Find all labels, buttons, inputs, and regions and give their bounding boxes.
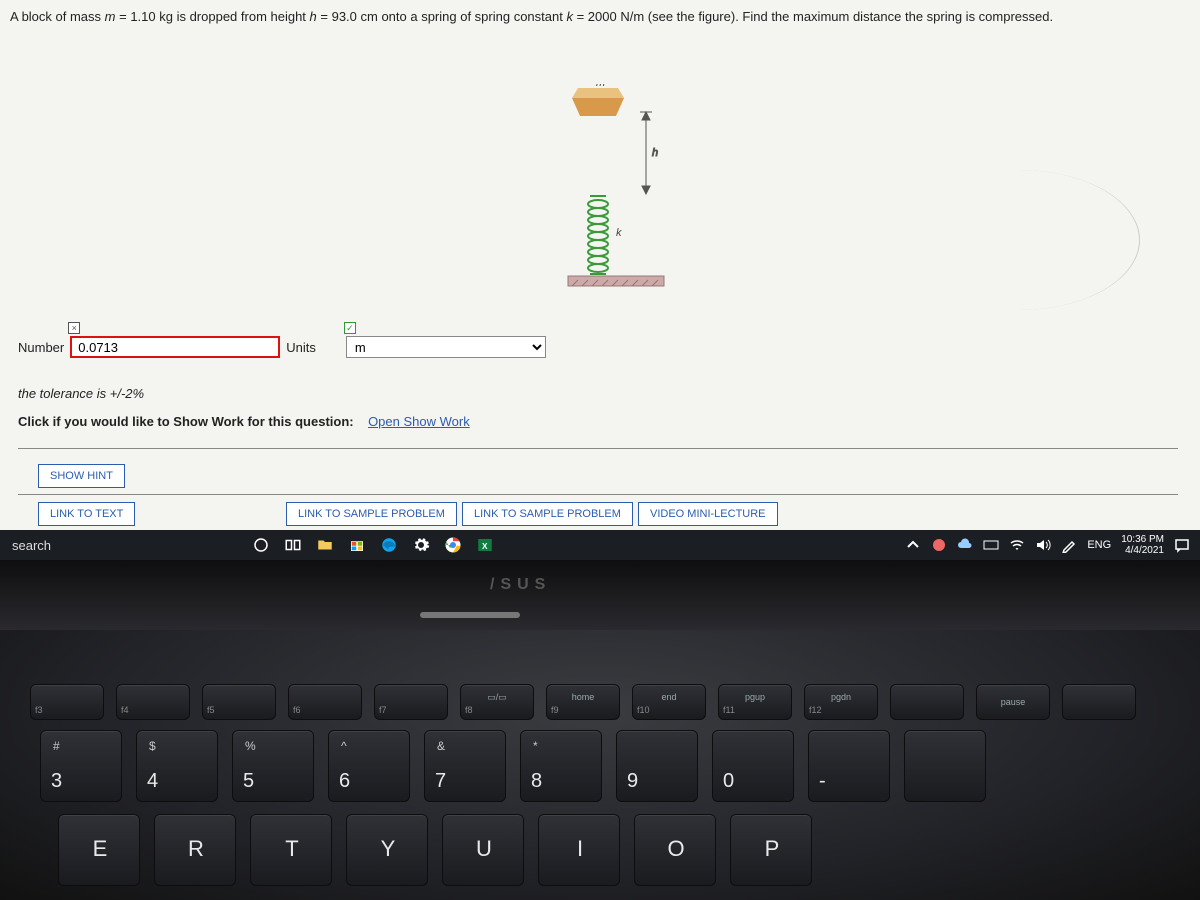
link-sample-problem-2-button[interactable]: LINK TO SAMPLE PROBLEM: [462, 502, 633, 526]
file-explorer-icon[interactable]: [314, 534, 336, 556]
problem-figure: m h: [560, 84, 700, 294]
correct-icon: ✓: [344, 322, 356, 334]
fn-key-f3: f3: [30, 684, 104, 720]
letter-key-R: R: [154, 814, 236, 886]
show-work-prefix: Click if you would like to Show Work for…: [18, 414, 354, 429]
fn-key-f11: pgupf11: [718, 684, 792, 720]
problem-prefix: A block of mass: [10, 9, 105, 24]
wifi-icon[interactable]: [1009, 537, 1025, 553]
fn-key-f10: endf10: [632, 684, 706, 720]
incorrect-icon: ×: [68, 322, 80, 334]
volume-icon[interactable]: [1035, 537, 1051, 553]
block-body: [572, 98, 624, 116]
laptop-bezel: [0, 560, 1200, 630]
settings-gear-icon[interactable]: [410, 534, 432, 556]
problem-seg2: = 93.0 cm onto a spring of spring consta…: [317, 9, 567, 24]
letter-key-I: I: [538, 814, 620, 886]
glare-arc: [1020, 170, 1140, 310]
num-key-5: %5: [232, 730, 314, 802]
figure-h-label: h: [652, 147, 658, 159]
number-input[interactable]: [70, 336, 280, 358]
notification-icon[interactable]: [1174, 537, 1190, 553]
chevron-up-icon[interactable]: [905, 537, 921, 553]
num-key-0: 0: [712, 730, 794, 802]
num-key-6: ^6: [328, 730, 410, 802]
cloud-icon[interactable]: [957, 537, 973, 553]
spring-icon: [588, 196, 608, 274]
laptop-brand: /SUS: [490, 576, 551, 594]
cortana-icon[interactable]: [250, 534, 272, 556]
letter-key-E: E: [58, 814, 140, 886]
security-icon[interactable]: [931, 537, 947, 553]
units-select[interactable]: m: [346, 336, 546, 358]
letter-key-Y: Y: [346, 814, 428, 886]
num-key--: -: [808, 730, 890, 802]
figure-m-label: m: [596, 84, 605, 89]
taskbar-search[interactable]: search: [0, 530, 240, 560]
divider-2: [18, 494, 1178, 495]
keyboard-tray-icon[interactable]: [983, 537, 999, 553]
video-mini-lecture-button[interactable]: VIDEO MINI-LECTURE: [638, 502, 778, 526]
h-symbol: h: [310, 9, 317, 24]
question-content: A block of mass m = 1.10 kg is dropped f…: [0, 0, 1200, 34]
store-icon[interactable]: [346, 534, 368, 556]
block-top: [572, 88, 624, 98]
fn-key-f12: pgdnf12: [804, 684, 878, 720]
link-sample-problem-1-button[interactable]: LINK TO SAMPLE PROBLEM: [286, 502, 457, 526]
number-label: Number: [18, 340, 64, 355]
laptop-hinge: [420, 612, 520, 618]
edge-icon[interactable]: [378, 534, 400, 556]
figure-k-label: k: [616, 227, 622, 239]
fn-key-12: [1062, 684, 1136, 720]
fn-key-f7: f7: [374, 684, 448, 720]
svg-text:X: X: [482, 542, 488, 551]
problem-text: A block of mass m = 1.10 kg is dropped f…: [10, 8, 1190, 26]
num-key-3: #3: [40, 730, 122, 802]
letter-key-P: P: [730, 814, 812, 886]
ground-icon: [568, 276, 664, 286]
divider-1: [18, 448, 1178, 449]
problem-seg1: = 1.10 kg is dropped from height: [116, 9, 310, 24]
m-symbol: m: [105, 9, 116, 24]
fn-key-f4: f4: [116, 684, 190, 720]
fn-key-11: pause: [976, 684, 1050, 720]
num-key-4: $4: [136, 730, 218, 802]
num-key-9: [904, 730, 986, 802]
open-show-work-link[interactable]: Open Show Work: [368, 414, 470, 429]
show-work-line: Click if you would like to Show Work for…: [18, 414, 470, 429]
fn-key-f5: f5: [202, 684, 276, 720]
taskbar-app-icons: X: [250, 534, 496, 556]
letter-key-O: O: [634, 814, 716, 886]
letter-key-T: T: [250, 814, 332, 886]
num-key-7: &7: [424, 730, 506, 802]
problem-seg3: = 2000 N/m (see the figure). Find the ma…: [573, 9, 1053, 24]
show-hint-button[interactable]: SHOW HINT: [38, 464, 125, 488]
taskbar-search-text: search: [12, 538, 51, 553]
fn-key-f8: ▭/▭f8: [460, 684, 534, 720]
letter-key-U: U: [442, 814, 524, 886]
task-view-icon[interactable]: [282, 534, 304, 556]
fn-key-f6: f6: [288, 684, 362, 720]
fn-key-f9: homef9: [546, 684, 620, 720]
windows-taskbar: search X ENG 10:36 PM 4/4/2021: [0, 530, 1200, 560]
system-tray: ENG 10:36 PM 4/4/2021: [905, 534, 1200, 556]
units-label: Units: [286, 340, 316, 355]
num-key-8: *8: [520, 730, 602, 802]
answer-row: Number × Units ✓ m: [18, 336, 546, 358]
keyboard-deck: f3 f4 f5 f6 f7 ▭/▭f8 homef9 endf10 pgupf11 pgdnf1…: [0, 630, 1200, 900]
fn-key-10: [890, 684, 964, 720]
language-indicator[interactable]: ENG: [1087, 539, 1111, 551]
link-to-text-button[interactable]: LINK TO TEXT: [38, 502, 135, 526]
screen: A block of mass m = 1.10 kg is dropped f…: [0, 0, 1200, 560]
taskbar-clock[interactable]: 10:36 PM 4/4/2021: [1121, 534, 1164, 556]
pen-icon[interactable]: [1061, 537, 1077, 553]
tolerance-text: the tolerance is +/-2%: [18, 386, 144, 401]
taskbar-date: 4/4/2021: [1121, 545, 1164, 556]
num-key-9: 9: [616, 730, 698, 802]
chrome-icon[interactable]: [442, 534, 464, 556]
taskbar-time: 10:36 PM: [1121, 534, 1164, 545]
excel-icon[interactable]: X: [474, 534, 496, 556]
